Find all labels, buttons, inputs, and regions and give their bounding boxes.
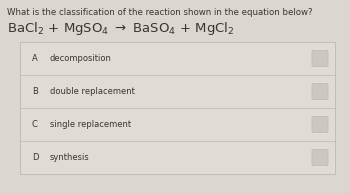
FancyBboxPatch shape — [312, 117, 328, 133]
Text: What is the classification of the reaction shown in the equation below?: What is the classification of the reacti… — [7, 8, 313, 17]
FancyBboxPatch shape — [312, 84, 328, 100]
FancyBboxPatch shape — [312, 51, 328, 67]
Text: C: C — [32, 120, 38, 129]
Text: B: B — [32, 87, 38, 96]
Text: single replacement: single replacement — [50, 120, 131, 129]
Bar — [20, 42, 335, 174]
FancyBboxPatch shape — [312, 150, 328, 166]
Text: D: D — [32, 153, 38, 162]
Text: A: A — [32, 54, 38, 63]
Text: BaCl$_2$ + MgSO$_4$ $\rightarrow$ BaSO$_4$ + MgCl$_2$: BaCl$_2$ + MgSO$_4$ $\rightarrow$ BaSO$_… — [7, 20, 234, 37]
Text: decomposition: decomposition — [50, 54, 112, 63]
Text: double replacement: double replacement — [50, 87, 135, 96]
Text: synthesis: synthesis — [50, 153, 90, 162]
